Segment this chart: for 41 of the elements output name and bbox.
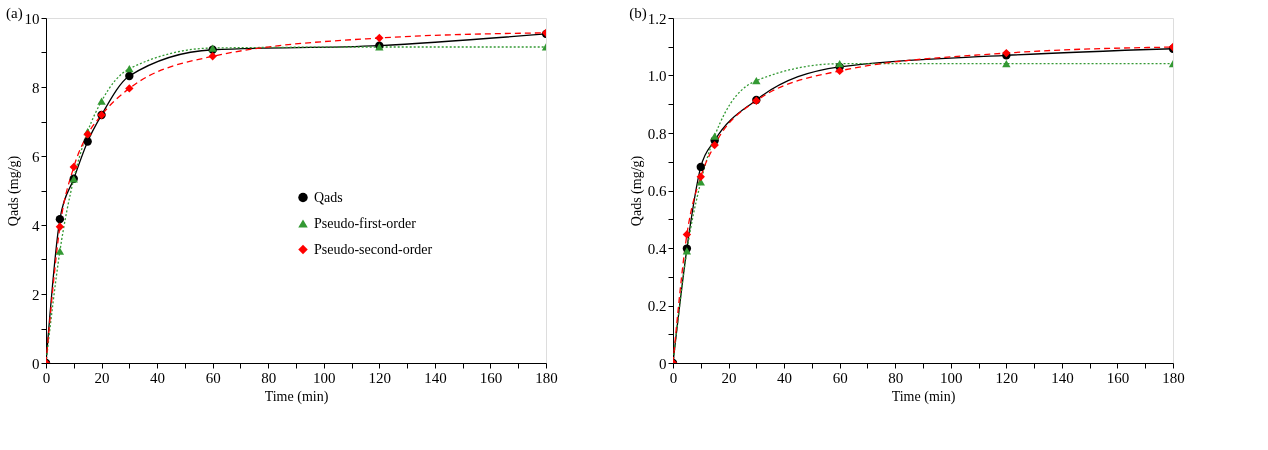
y-tick-label: 1.0 xyxy=(647,68,667,84)
y-tick-label: 0 xyxy=(32,355,40,372)
x-tick-label: 120 xyxy=(368,369,392,386)
x-tick-label: 20 xyxy=(721,369,737,386)
x-tick-label: 140 xyxy=(1051,369,1074,386)
y-tick-label: 0.4 xyxy=(647,240,667,257)
x-tick-label: 0 xyxy=(669,369,678,386)
x-tick-label: 140 xyxy=(424,369,447,386)
y-tick-label: 0 xyxy=(659,355,667,372)
x-tick-label: 120 xyxy=(995,369,1019,386)
y-tick-label: 0.2 xyxy=(647,298,667,314)
y-tick-label: 10 xyxy=(24,10,40,27)
y-tick-label: 0.6 xyxy=(647,183,667,199)
x-axis-title: Time (min) xyxy=(891,388,956,405)
y-tick-label: 6 xyxy=(32,148,40,165)
legend-label: Qads xyxy=(314,189,343,205)
x-tick-label: 20 xyxy=(94,369,110,386)
chart-title: (a) xyxy=(6,5,23,22)
y-tick-label: 4 xyxy=(32,217,40,234)
x-tick-label: 60 xyxy=(832,369,848,386)
legend-label: Pseudo-second-order xyxy=(314,241,433,257)
x-tick-label: 40 xyxy=(777,369,793,386)
y-tick-label: 8 xyxy=(32,79,40,96)
x-tick-label: 80 xyxy=(261,369,277,386)
y-tick-label: 0.8 xyxy=(647,125,667,142)
legend-label: Pseudo-first-order xyxy=(314,215,417,231)
x-axis-title: Time (min) xyxy=(264,388,329,405)
x-tick-label: 40 xyxy=(150,369,166,386)
x-tick-label: 180 xyxy=(535,369,558,386)
x-tick-label: 80 xyxy=(888,369,904,386)
y-tick-label: 2 xyxy=(32,286,40,303)
chart-title: (b) xyxy=(629,5,647,22)
y-axis-title: Qads (mg/g) xyxy=(628,155,645,227)
x-tick-label: 60 xyxy=(205,369,221,386)
y-axis-title: Qads (mg/g) xyxy=(5,155,22,227)
x-tick-label: 160 xyxy=(1106,369,1130,386)
x-tick-label: 180 xyxy=(1162,369,1185,386)
x-tick-label: 160 xyxy=(479,369,503,386)
y-tick-label: 1.2 xyxy=(647,10,667,27)
x-tick-label: 100 xyxy=(313,369,336,386)
x-tick-label: 100 xyxy=(940,369,963,386)
